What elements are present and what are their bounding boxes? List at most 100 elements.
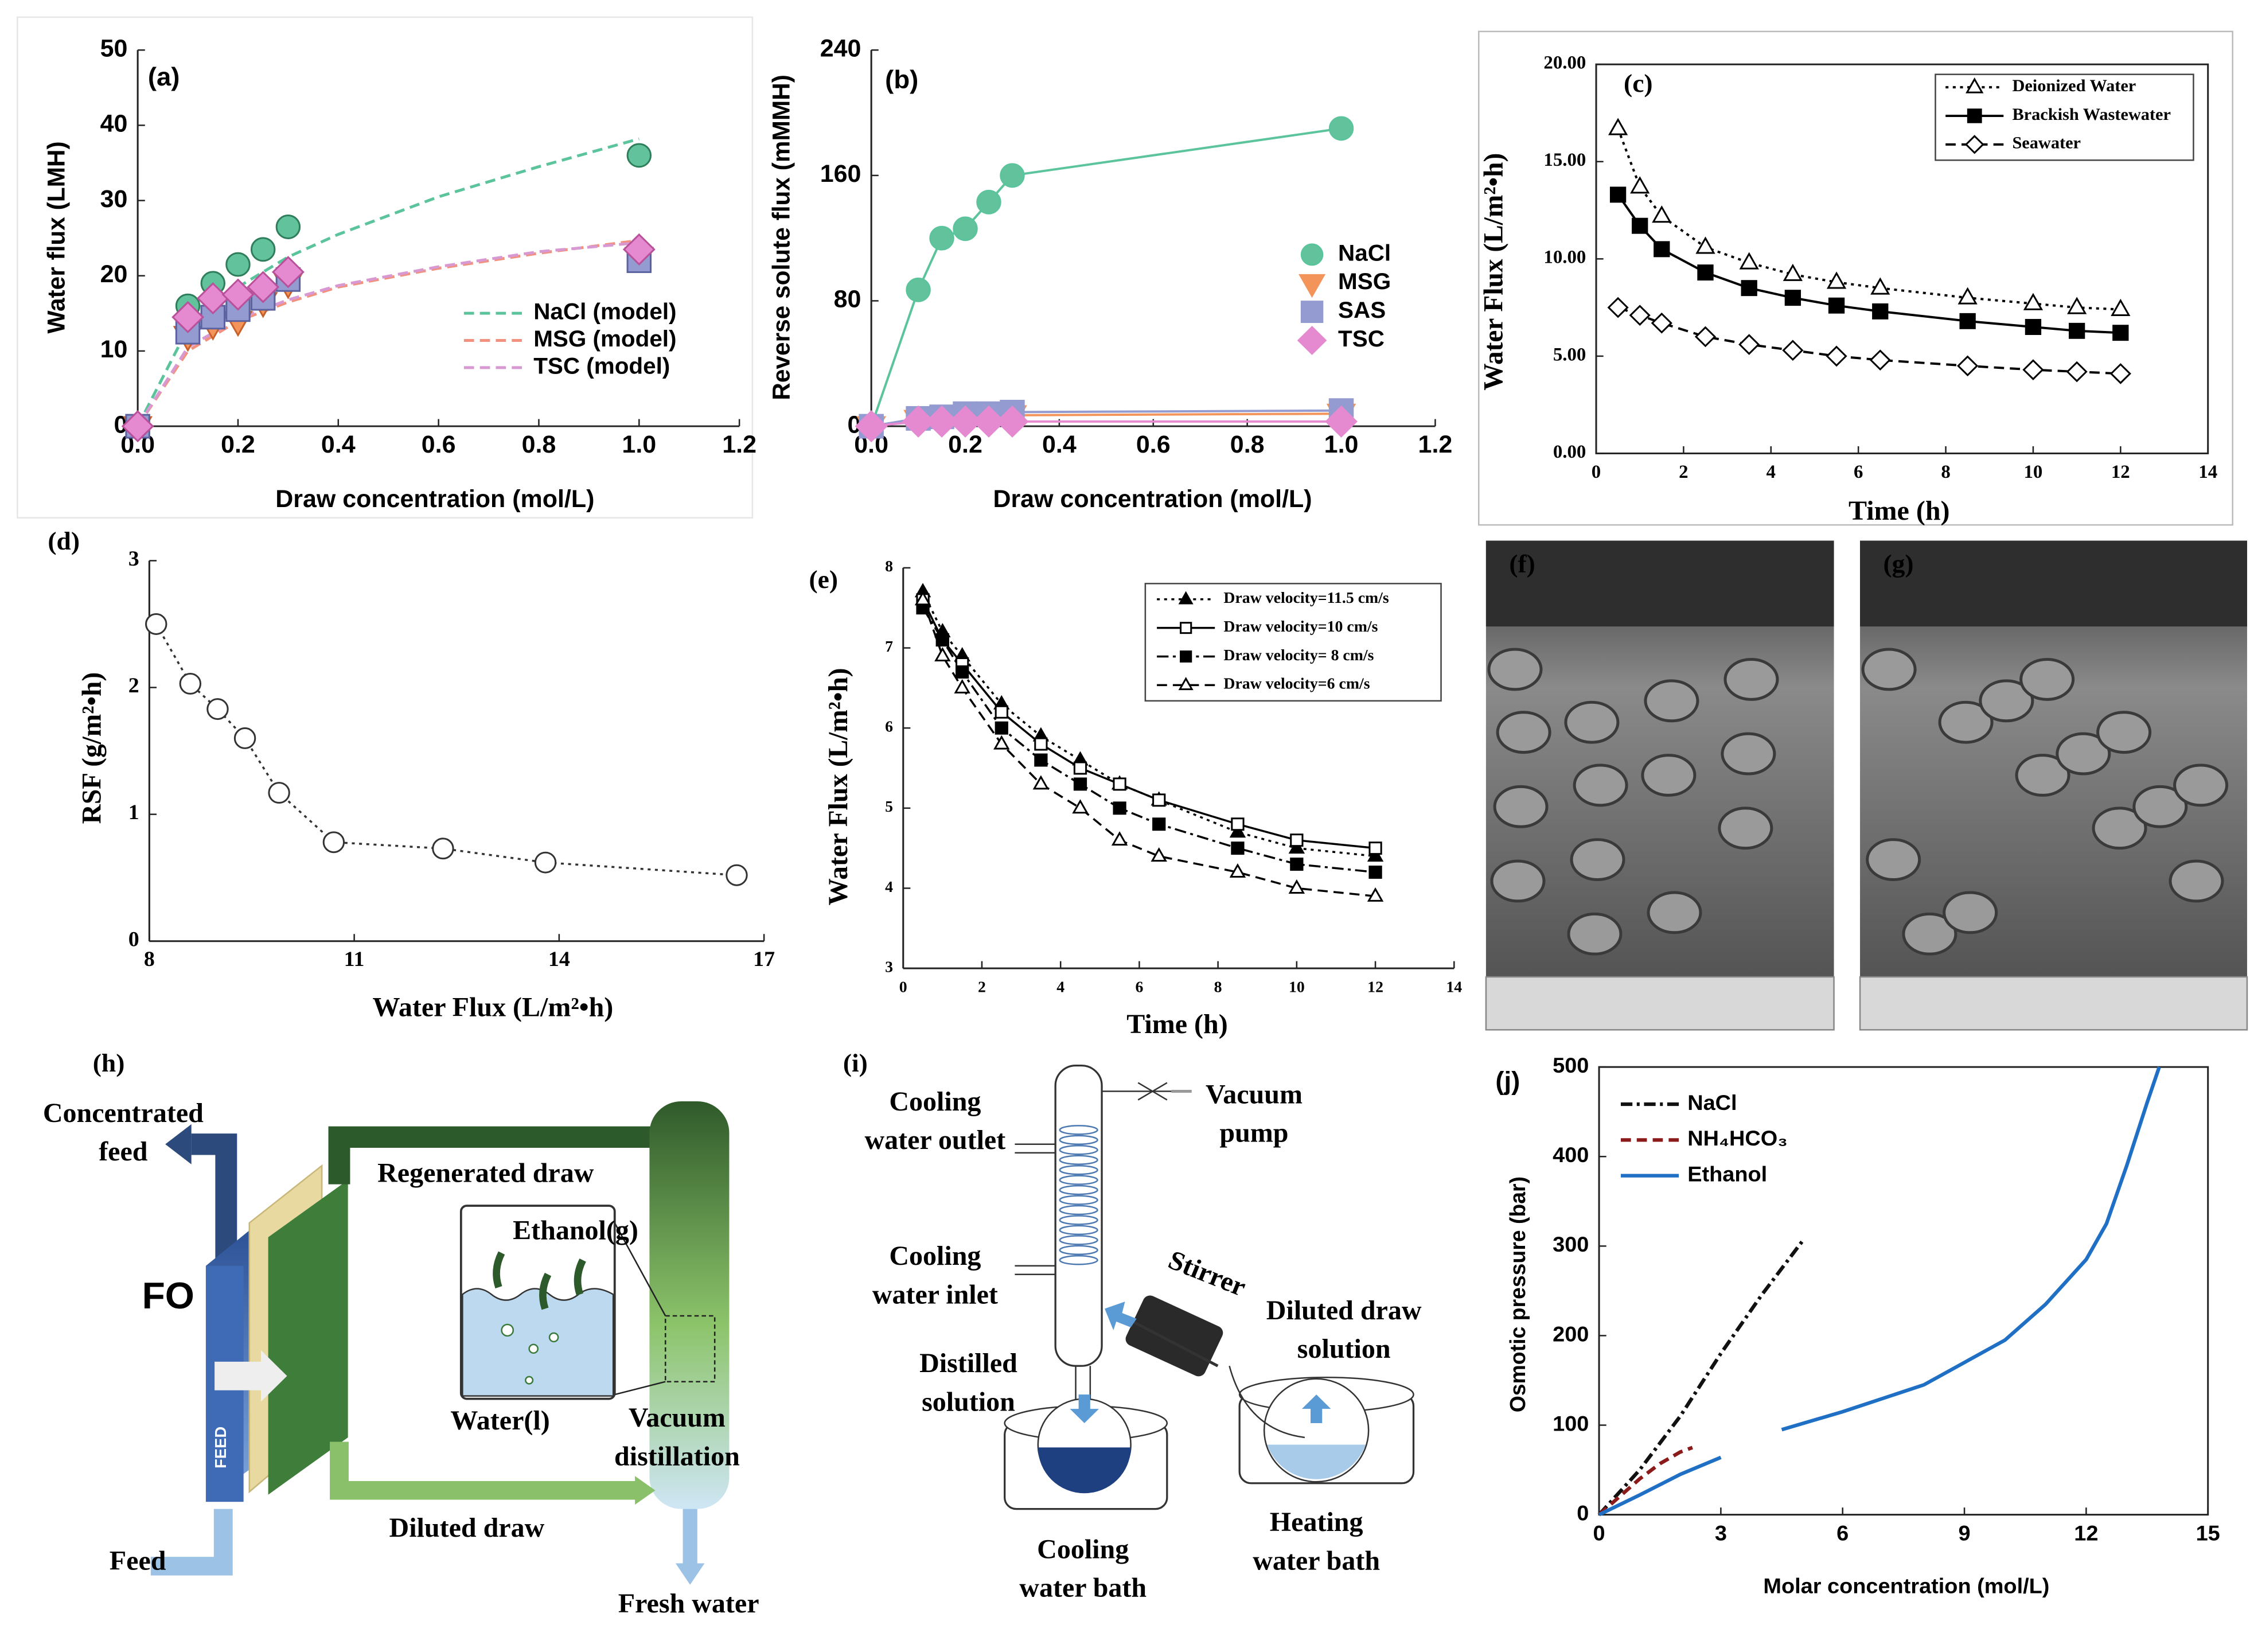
x-tick-label: 11 <box>344 947 365 971</box>
diagram-label: Fresh water <box>618 1588 759 1619</box>
marker <box>1967 108 1982 123</box>
motor-body <box>1125 1295 1223 1377</box>
sem-fiber <box>1902 912 1957 956</box>
sem-fiber <box>1721 732 1776 776</box>
panel-label: (a) <box>148 62 180 91</box>
marker <box>206 698 229 720</box>
sem-fiber <box>1641 754 1697 797</box>
sem-fiber <box>1718 806 1773 850</box>
series-line <box>1617 194 2121 334</box>
marker <box>976 189 1001 215</box>
marker <box>271 256 305 289</box>
diagram-label: distillation <box>614 1441 740 1472</box>
marker <box>247 271 280 303</box>
x-axis-title: Water Flux (L/m²•h) <box>373 992 614 1023</box>
marker <box>322 831 345 854</box>
y-tick-label: 0 <box>1577 1501 1589 1525</box>
marker <box>1151 847 1167 862</box>
x-tick-label: 0.4 <box>321 431 356 458</box>
marker <box>954 679 970 693</box>
y-tick-label: 7 <box>885 637 893 655</box>
series-line <box>1617 128 2121 311</box>
y-tick-label: 3 <box>128 547 139 571</box>
chart: 0 2 4 6 8 10 12 14 3 4 5 6 7 8 Draw velocity=11.5 cm/s… <box>809 557 1462 1039</box>
marker <box>2023 293 2044 310</box>
diagram-label: FEED <box>212 1427 229 1468</box>
marker <box>1180 622 1192 634</box>
coil <box>1059 1225 1098 1236</box>
marker <box>949 405 982 438</box>
coil <box>1059 1155 1098 1165</box>
valve <box>1137 1082 1168 1101</box>
marker <box>902 405 935 438</box>
y-tick-label: 160 <box>820 160 861 188</box>
x-tick-label: 0.6 <box>1136 431 1171 458</box>
chart: 0 2 4 6 8 10 12 14 0.00 5.00 10.00 15.00 20.00 Deioni… <box>1478 53 2217 526</box>
marker <box>906 277 931 302</box>
y-tick-label: 4 <box>885 878 893 895</box>
x-tick-label: 2 <box>978 977 986 995</box>
marker <box>1367 847 1384 862</box>
blue-arrow <box>1070 1394 1099 1424</box>
panel-label: (f) <box>1509 550 1535 578</box>
legend-label: SAS <box>1338 297 1386 323</box>
x-tick-label: 12 <box>2111 462 2130 482</box>
coil <box>1059 1215 1098 1225</box>
legend-label: Draw velocity= 8 cm/s <box>1223 646 1374 664</box>
sem-fiber <box>1573 763 1628 807</box>
marker <box>1180 650 1192 663</box>
marker <box>1694 326 1717 348</box>
x-tick-label: 0 <box>899 977 907 995</box>
sem-top-layer <box>1860 540 2247 627</box>
sem-fiber <box>2173 763 2229 807</box>
blue-arrow <box>1301 1394 1331 1424</box>
marker <box>1113 801 1126 815</box>
series-line <box>1598 1066 2161 1517</box>
legend-label: MSG <box>1338 268 1391 294</box>
x-tick-label: 14 <box>2198 462 2217 482</box>
sem-fiber <box>1647 891 1702 934</box>
marker <box>2068 322 2085 339</box>
marker <box>1368 841 1382 855</box>
legend-label: Seawater <box>2012 133 2081 153</box>
coil <box>1059 1175 1098 1185</box>
marker <box>1032 775 1050 790</box>
sem-fiber <box>1570 838 1625 881</box>
marker <box>2109 363 2131 384</box>
marker <box>1034 737 1048 751</box>
marker <box>1300 243 1324 266</box>
diagram-label: water inlet <box>872 1280 998 1310</box>
marker <box>1367 887 1384 902</box>
diagram-label: Cooling <box>1037 1534 1129 1565</box>
sem-fiber <box>1938 700 1994 744</box>
x-tick-label: 0.8 <box>522 431 556 458</box>
coil <box>1059 1255 1098 1265</box>
marker <box>972 405 1005 438</box>
diagram-label: solution <box>1297 1334 1391 1365</box>
sem-fiber <box>2015 754 2070 797</box>
x-tick-label: 8 <box>144 947 155 971</box>
marker <box>1869 349 1891 371</box>
marker <box>1288 839 1305 854</box>
legend-label: NaCl <box>1687 1090 1737 1115</box>
x-tick-label: 0.8 <box>1230 431 1265 458</box>
sem-fiber <box>1979 679 2034 723</box>
sem-image: (f) <box>1485 540 1835 1031</box>
marker <box>1739 252 1759 270</box>
x-tick-label: 0.4 <box>1042 431 1077 458</box>
coil <box>1059 1125 1098 1135</box>
marker <box>1113 777 1126 791</box>
column-zoom <box>664 1315 716 1382</box>
marker <box>1231 817 1245 831</box>
marker <box>171 301 204 333</box>
diagram-label: Regenerated draw <box>377 1158 594 1189</box>
y-tick-label: 6 <box>885 718 893 735</box>
column <box>649 1101 730 1509</box>
diagram-label: Feed <box>110 1546 166 1576</box>
series-line <box>1597 1446 1693 1516</box>
plot-frame <box>1598 1066 2209 1516</box>
marker <box>1651 312 1672 334</box>
x-tick-label: 6 <box>1135 977 1143 995</box>
panel-label: (b) <box>885 65 918 94</box>
sem-fiber <box>1487 648 1543 691</box>
